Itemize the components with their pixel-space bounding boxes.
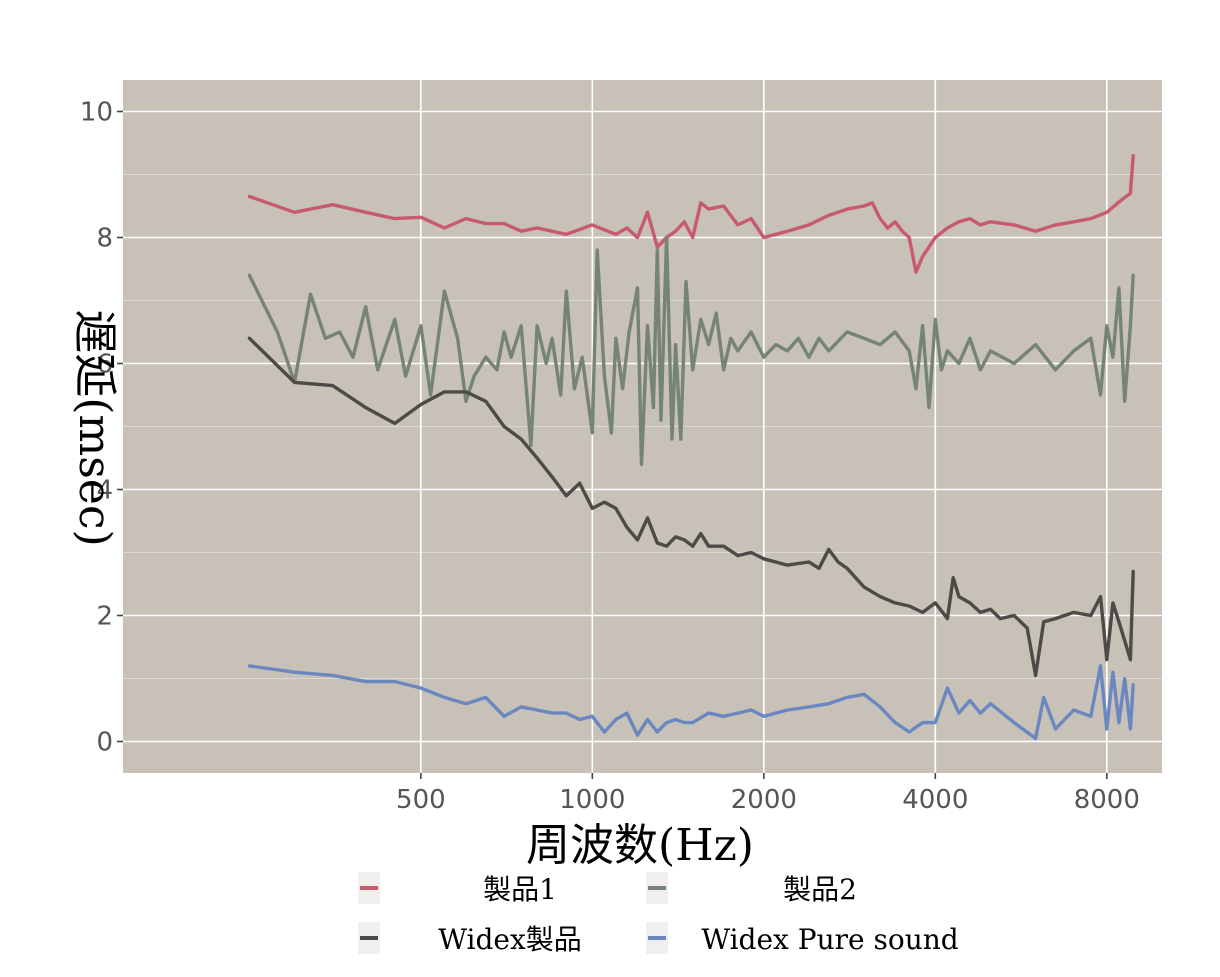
y-tick-label: 2 [96, 602, 113, 632]
legend-label-1: 製品1 [483, 873, 557, 906]
grid [123, 80, 1162, 773]
y-tick-label: 0 [96, 728, 113, 758]
legend-label-2: 製品2 [783, 873, 857, 906]
y-tick-label: 10 [80, 98, 113, 128]
legend-label-4: Widex Pure sound [701, 923, 958, 956]
series-line-1 [247, 153, 1135, 274]
x-tick-label: 1000 [559, 785, 625, 815]
legend-label-3: Widex製品 [438, 923, 582, 956]
series-lines [247, 153, 1135, 741]
x-tick-label: 500 [396, 785, 446, 815]
y-axis-title: 遅延(msec) [69, 309, 120, 546]
x-tick-label: 4000 [902, 785, 968, 815]
series-line-3 [247, 336, 1135, 678]
series-line-4 [247, 664, 1135, 741]
y-tick-label: 4 [96, 476, 113, 506]
x-tick-label: 2000 [731, 785, 797, 815]
y-tick-label: 8 [96, 224, 113, 254]
legend: 製品1 製品2 Widex製品 Widex Pure sound [358, 872, 959, 956]
x-axis-title: 周波数(Hz) [526, 820, 754, 871]
y-tick-label: 6 [96, 350, 113, 380]
x-tick-label: 8000 [1074, 785, 1140, 815]
axis-ticks: 0 2 4 6 8 10 500 1000 2000 4000 8000 [80, 98, 1140, 816]
